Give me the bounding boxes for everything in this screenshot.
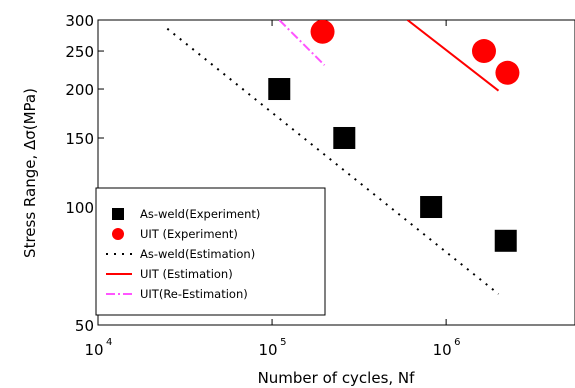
x-tick-label: 10 <box>433 341 452 359</box>
x-axis-label: Number of cycles, Nf <box>258 369 416 387</box>
data-point-square <box>333 126 356 149</box>
legend-symbol <box>112 208 124 220</box>
y-axis-label: Stress Range, Δσ(MPa) <box>21 88 39 258</box>
legend-item: UIT (Estimation) <box>106 267 233 281</box>
x-tick-exponent: 4 <box>106 337 112 348</box>
series-line <box>166 27 500 295</box>
data-point-square <box>268 78 291 101</box>
legend-symbol <box>112 228 124 240</box>
legend-item: As-weld(Experiment) <box>112 207 260 221</box>
legend-label: UIT (Estimation) <box>140 267 233 281</box>
data-point-square <box>494 229 517 252</box>
x-tick-label: 10 <box>259 341 278 359</box>
data-point-circle <box>495 60 520 85</box>
y-tick-label: 250 <box>65 43 94 61</box>
y-tick-label: 200 <box>65 81 94 99</box>
y-tick-label: 150 <box>65 130 94 148</box>
legend-label: As-weld(Experiment) <box>140 207 260 221</box>
plot-area <box>166 20 520 295</box>
legend-label: UIT(Re-Estimation) <box>140 287 248 301</box>
y-tick-label: 300 <box>65 12 94 30</box>
data-point-circle <box>310 20 335 44</box>
y-tick-label: 50 <box>75 317 94 335</box>
x-tick-exponent: 6 <box>454 337 460 348</box>
series-line <box>278 20 326 66</box>
plot-frame <box>97 19 575 326</box>
legend: As-weld(Experiment) UIT (Experiment) As-we… <box>95 187 326 316</box>
legend-label: UIT (Experiment) <box>140 227 238 241</box>
legend-label: As-weld(Estimation) <box>140 247 255 261</box>
legend-item: UIT(Re-Estimation) <box>106 287 248 301</box>
legend-item: As-weld(Estimation) <box>106 247 255 261</box>
x-tick-exponent: 5 <box>280 337 286 348</box>
legend-box <box>95 187 326 316</box>
legend-item: UIT (Experiment) <box>112 227 238 241</box>
series-line <box>406 20 500 92</box>
data-point-circle <box>471 39 496 64</box>
x-tick-label: 10 <box>84 341 103 359</box>
data-point-square <box>420 196 443 219</box>
y-tick-label: 100 <box>65 199 94 217</box>
